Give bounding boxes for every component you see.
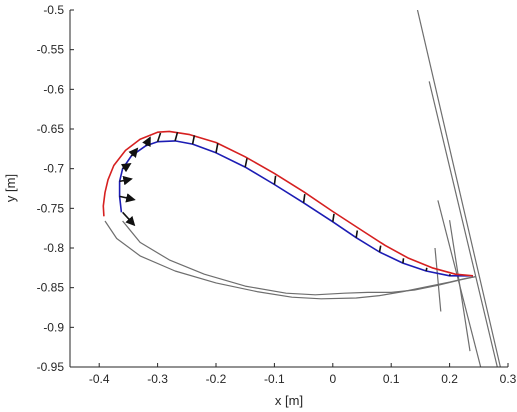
y-tick-label-3: -0.65 xyxy=(37,122,65,136)
vector-arrow-2 xyxy=(119,175,133,186)
y-tick-label-2: -0.6 xyxy=(43,82,64,96)
x-tick-label-5: 0.1 xyxy=(383,372,400,386)
axes: -0.4 -0.3 -0.2 -0.1 0 0.1 0.2 0.3 -0.5 -0.55 -0.6 -… xyxy=(37,3,517,386)
x-tick-label-4: 0 xyxy=(329,372,336,386)
vector-arrow-9 xyxy=(215,143,219,153)
y-tick-label-6: -0.8 xyxy=(43,241,64,255)
y-tick-label-5: -0.75 xyxy=(37,201,65,215)
x-tick-label-3: -0.1 xyxy=(264,372,285,386)
x-tick-label-0: -0.4 xyxy=(89,372,110,386)
plot-data-layer xyxy=(102,10,501,367)
series-line-1-blue xyxy=(118,140,473,277)
series-line-8-gray xyxy=(434,247,442,312)
vector-arrow-6 xyxy=(156,132,162,142)
vector-arrow-12 xyxy=(302,193,306,203)
x-tick-label-2: -0.2 xyxy=(206,372,227,386)
vector-arrow-10 xyxy=(244,158,248,168)
series-line-2-gray xyxy=(104,220,477,300)
vector-arrow-8 xyxy=(191,135,196,145)
y-tick-label-8: -0.9 xyxy=(43,320,64,334)
vector-arrow-1 xyxy=(119,193,136,203)
y-tick-label-7: -0.85 xyxy=(37,281,65,295)
x-tick-label-1: -0.3 xyxy=(147,372,168,386)
y-tick-label-9: -0.95 xyxy=(37,360,65,374)
vector-arrow-14 xyxy=(355,230,359,238)
vector-arrow-4 xyxy=(128,147,139,159)
y-tick-label-1: -0.55 xyxy=(37,43,65,57)
vector-arrow-13 xyxy=(332,213,335,222)
vector-arrow-16 xyxy=(402,258,405,264)
vector-arrow-3 xyxy=(120,163,132,173)
series-line-0-red xyxy=(102,130,474,277)
x-tick-label-7: 0.3 xyxy=(500,372,517,386)
vector-arrow-5 xyxy=(142,136,151,148)
y-tick-label-4: -0.7 xyxy=(43,162,64,176)
series-line-5-gray xyxy=(428,81,498,367)
series-line-7-gray xyxy=(449,220,471,352)
series-line-3-gray xyxy=(122,220,477,296)
series-line-4-gray xyxy=(416,10,501,367)
vector-arrow-11 xyxy=(273,175,277,185)
x-tick-label-6: 0.2 xyxy=(441,372,458,386)
vector-arrow-0 xyxy=(122,211,136,227)
vector-arrow-17 xyxy=(425,267,428,272)
vector-arrow-15 xyxy=(378,245,382,253)
vector-arrow-18 xyxy=(448,273,451,277)
vector-arrow-7 xyxy=(174,131,179,142)
y-tick-label-0: -0.5 xyxy=(43,3,64,17)
y-axis-label: y [m] xyxy=(3,174,18,202)
x-axis-label: x [m] xyxy=(275,393,303,408)
